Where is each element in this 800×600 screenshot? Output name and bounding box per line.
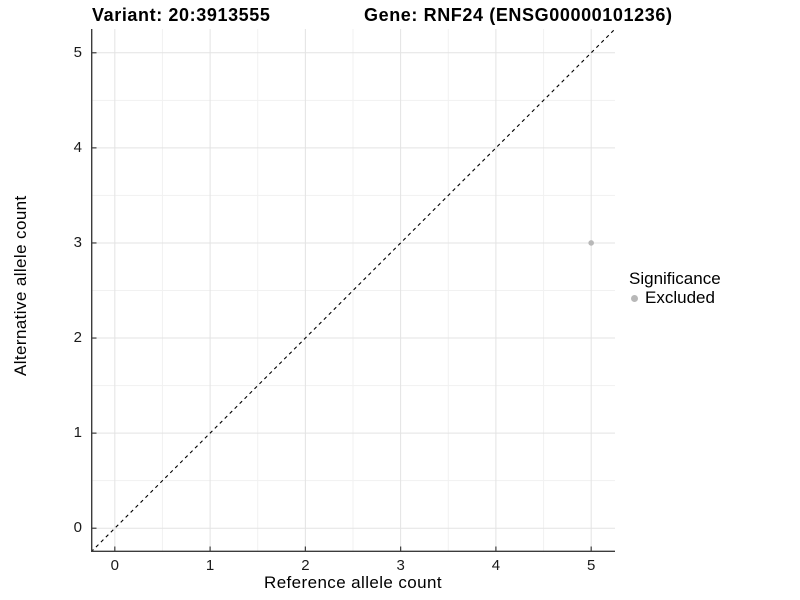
legend-item-label: Excluded — [645, 288, 715, 307]
data-point — [588, 240, 594, 246]
x-tick-label: 0 — [110, 557, 119, 574]
identity-dashed-line — [91, 29, 615, 552]
y-tick-label: 4 — [73, 138, 82, 156]
legend-item-excluded: Excluded — [629, 288, 721, 307]
plot-title-gene: Gene: RNF24 (ENSG00000101236) — [364, 5, 673, 25]
x-tick-label: 4 — [491, 557, 501, 574]
y-axis-title: Alternative allele count — [11, 195, 30, 376]
x-axis-title: Reference allele count — [264, 573, 442, 592]
legend-title: Significance — [629, 269, 721, 288]
x-tick-label: 3 — [396, 557, 405, 574]
y-tick-label: 5 — [73, 43, 82, 61]
y-tick-label: 1 — [73, 424, 82, 442]
y-tick-label: 2 — [73, 329, 82, 347]
y-tick-label: 0 — [73, 519, 82, 537]
legend-point-icon — [631, 294, 638, 302]
x-tick-label: 5 — [587, 557, 596, 574]
plot-title-variant: Variant: 20:3913555 — [92, 5, 271, 25]
x-tick-label: 1 — [205, 557, 215, 574]
y-tick-label: 3 — [73, 233, 82, 251]
plot-panel — [91, 29, 615, 552]
legend: Significance Excluded — [629, 269, 721, 307]
x-tick-label: 2 — [301, 557, 310, 574]
